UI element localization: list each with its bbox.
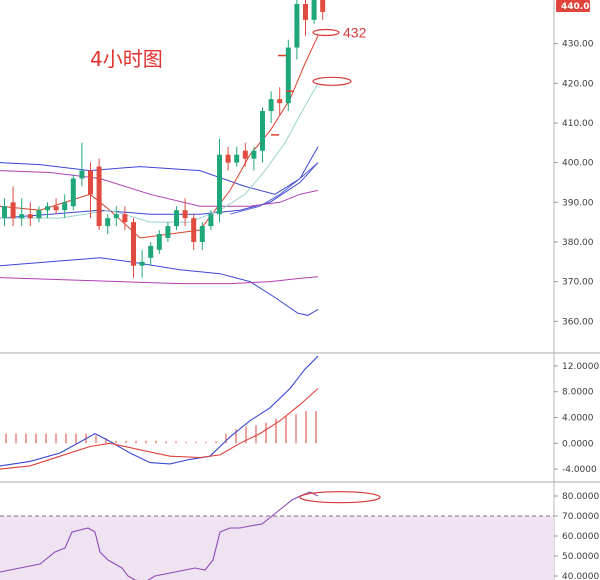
- y-tick-label: 420.00: [562, 79, 594, 89]
- candle-body: [217, 154, 222, 215]
- rsi-tick-label: 80.0000: [562, 492, 599, 502]
- candle-body: [156, 234, 162, 250]
- macd-dif-line: [0, 355, 319, 467]
- candle-body: [208, 214, 214, 227]
- rsi-tick-label: 50.0000: [562, 552, 599, 562]
- candle-body: [88, 170, 93, 195]
- candle-body: [234, 154, 240, 163]
- candle-body: [79, 170, 85, 179]
- candle-body: [62, 202, 68, 211]
- candle-body: [320, 0, 326, 12]
- rsi-band: [0, 516, 554, 580]
- candle-body: [311, 0, 317, 20]
- macd-dea-line: [0, 388, 319, 470]
- price-pane: 360.00 370.00 380.00 390.00 400.00 410.00 420.…: [0, 0, 594, 327]
- candle-body: [53, 206, 59, 211]
- candle-body: [122, 214, 128, 223]
- candle-body: [96, 166, 102, 227]
- macd-pane: 12.0000 8.0000 4.0000 0.0000 -4.0000: [0, 355, 599, 475]
- overlay-boll_mid: [0, 162, 319, 219]
- candle-body: [36, 210, 42, 219]
- y-tick-label: 360.00: [562, 317, 594, 327]
- candle-body: [225, 154, 231, 163]
- candle-body: [191, 218, 197, 242]
- candle-body: [303, 3, 308, 20]
- candle-body: [2, 206, 7, 219]
- candle-body: [10, 202, 16, 219]
- y-tick-label: 370.00: [562, 278, 594, 288]
- overlay-ma_pink: [0, 276, 319, 285]
- candle-body: [294, 3, 300, 48]
- overlay-ma_blue: [229, 162, 319, 215]
- overlay-boll_upper: [0, 146, 319, 195]
- overlay-ma_slow: [0, 170, 319, 207]
- candle-body: [70, 178, 76, 207]
- annotation-ellipse: [312, 28, 340, 37]
- candle-body: [242, 150, 248, 159]
- y-tick-label: 430.00: [562, 40, 594, 50]
- annotation-label: 432: [343, 25, 367, 41]
- y-tick-label: 400.00: [562, 159, 594, 169]
- candle-body: [27, 214, 33, 219]
- candle-body: [113, 214, 119, 219]
- candle-body: [260, 111, 265, 151]
- y-tick-label: 410.00: [562, 119, 594, 129]
- last-price-label: 440.07: [561, 2, 596, 12]
- candle-body: [268, 99, 274, 112]
- candle-body: [139, 261, 145, 266]
- candle-body: [199, 226, 205, 242]
- candle-body: [105, 218, 111, 227]
- y-tick-label: 380.00: [562, 238, 594, 248]
- candle-body: [19, 214, 25, 219]
- candle-body: [251, 150, 257, 159]
- y-tick-label: 390.00: [562, 198, 594, 208]
- overlay-boll_lower: [0, 257, 319, 316]
- candle-body: [165, 226, 171, 238]
- macd-tick-label: -4.0000: [562, 465, 597, 475]
- candle-body: [131, 222, 136, 266]
- candle-body: [148, 245, 154, 258]
- candle-body: [182, 210, 188, 219]
- chart-title: 4小时图: [90, 47, 163, 71]
- macd-tick-label: 12.0000: [562, 362, 599, 372]
- last-price-tag: 440.07: [556, 0, 596, 12]
- macd-tick-label: 0.0000: [562, 439, 594, 449]
- candle-body: [277, 99, 283, 104]
- annotation-ellipse: [312, 76, 352, 86]
- candle-body: [285, 47, 291, 104]
- rsi-pane: 80.0000 70.0000 60.0000 50.0000 40.0000: [0, 491, 599, 580]
- candle-body: [174, 210, 179, 227]
- macd-tick-label: 8.0000: [562, 388, 594, 398]
- candle-body: [45, 206, 50, 211]
- rsi-tick-label: 40.0000: [562, 572, 599, 580]
- rsi-annotation-ellipse: [299, 491, 381, 504]
- macd-tick-label: 4.0000: [562, 414, 594, 424]
- rsi-tick-label: 70.0000: [562, 512, 599, 522]
- rsi-line: [0, 491, 319, 580]
- rsi-tick-label: 60.0000: [562, 532, 599, 542]
